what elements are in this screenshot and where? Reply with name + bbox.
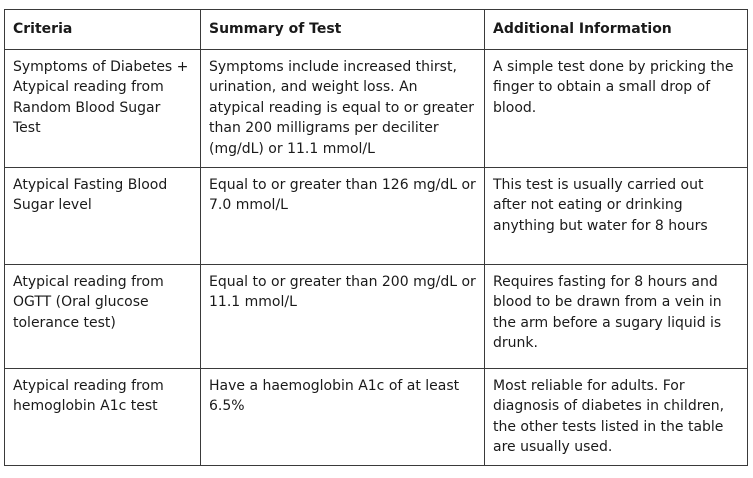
table-row: Atypical reading from OGTT (Oral glucose…	[4, 263, 748, 369]
table-row: Atypical Fasting Blood Sugar level Equal…	[4, 166, 748, 265]
table-row: Symptoms of Diabetes + Atypical reading …	[4, 48, 748, 168]
criteria-cell: Atypical Fasting Blood Sugar level	[4, 166, 201, 265]
criteria-cell: Symptoms of Diabetes + Atypical reading …	[4, 48, 201, 168]
info-cell: Most reliable for adults. For diagnosis …	[484, 367, 748, 466]
table-header-row: Criteria Summary of Test Additional Info…	[4, 9, 748, 50]
header-summary-of-test: Summary of Test	[200, 9, 485, 50]
info-cell: Requires fasting for 8 hours and blood t…	[484, 263, 748, 369]
diabetes-criteria-table: Criteria Summary of Test Additional Info…	[4, 9, 748, 466]
header-additional-information: Additional Information	[484, 9, 748, 50]
header-criteria: Criteria	[4, 9, 201, 50]
info-cell: A simple test done by pricking the finge…	[484, 48, 748, 168]
summary-cell: Have a haemoglobin A1c of at least 6.5%	[200, 367, 485, 466]
summary-cell: Symptoms include increased thirst, urina…	[200, 48, 485, 168]
info-cell: This test is usually carried out after n…	[484, 166, 748, 265]
criteria-cell: Atypical reading from OGTT (Oral glucose…	[4, 263, 201, 369]
criteria-cell: Atypical reading from hemoglobin A1c tes…	[4, 367, 201, 466]
summary-cell: Equal to or greater than 200 mg/dL or 11…	[200, 263, 485, 369]
table-row: Atypical reading from hemoglobin A1c tes…	[4, 367, 748, 466]
summary-cell: Equal to or greater than 126 mg/dL or 7.…	[200, 166, 485, 265]
